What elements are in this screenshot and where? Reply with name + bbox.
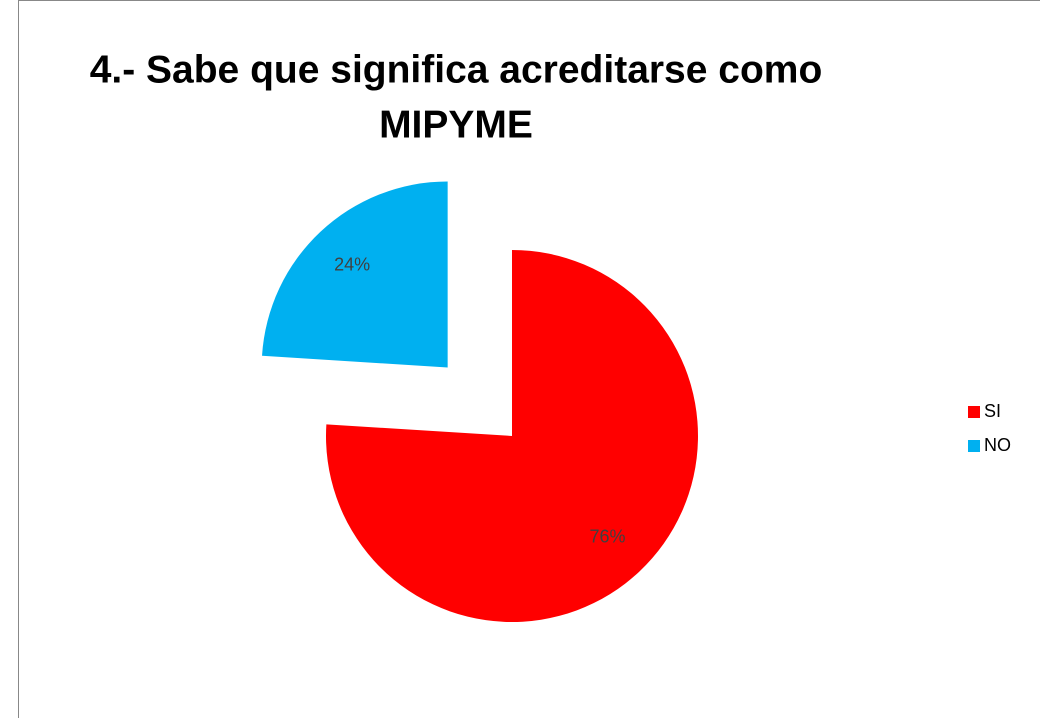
- pie-slice: [326, 250, 699, 623]
- legend-swatch: [968, 440, 980, 452]
- legend-label: NO: [984, 435, 1011, 455]
- chart-title: MIPYME: [379, 103, 533, 146]
- data-label: 76%: [589, 526, 625, 546]
- data-label: 24%: [334, 255, 370, 275]
- legend-swatch: [968, 406, 980, 418]
- chart-title: 4.- Sabe que significa acreditarse como: [90, 48, 823, 91]
- pie-slice: [262, 181, 448, 368]
- legend-label: SI: [984, 401, 1001, 421]
